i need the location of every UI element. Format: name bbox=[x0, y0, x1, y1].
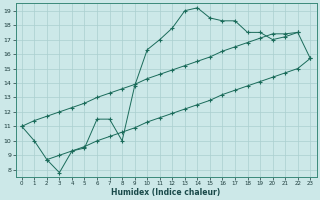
X-axis label: Humidex (Indice chaleur): Humidex (Indice chaleur) bbox=[111, 188, 221, 197]
